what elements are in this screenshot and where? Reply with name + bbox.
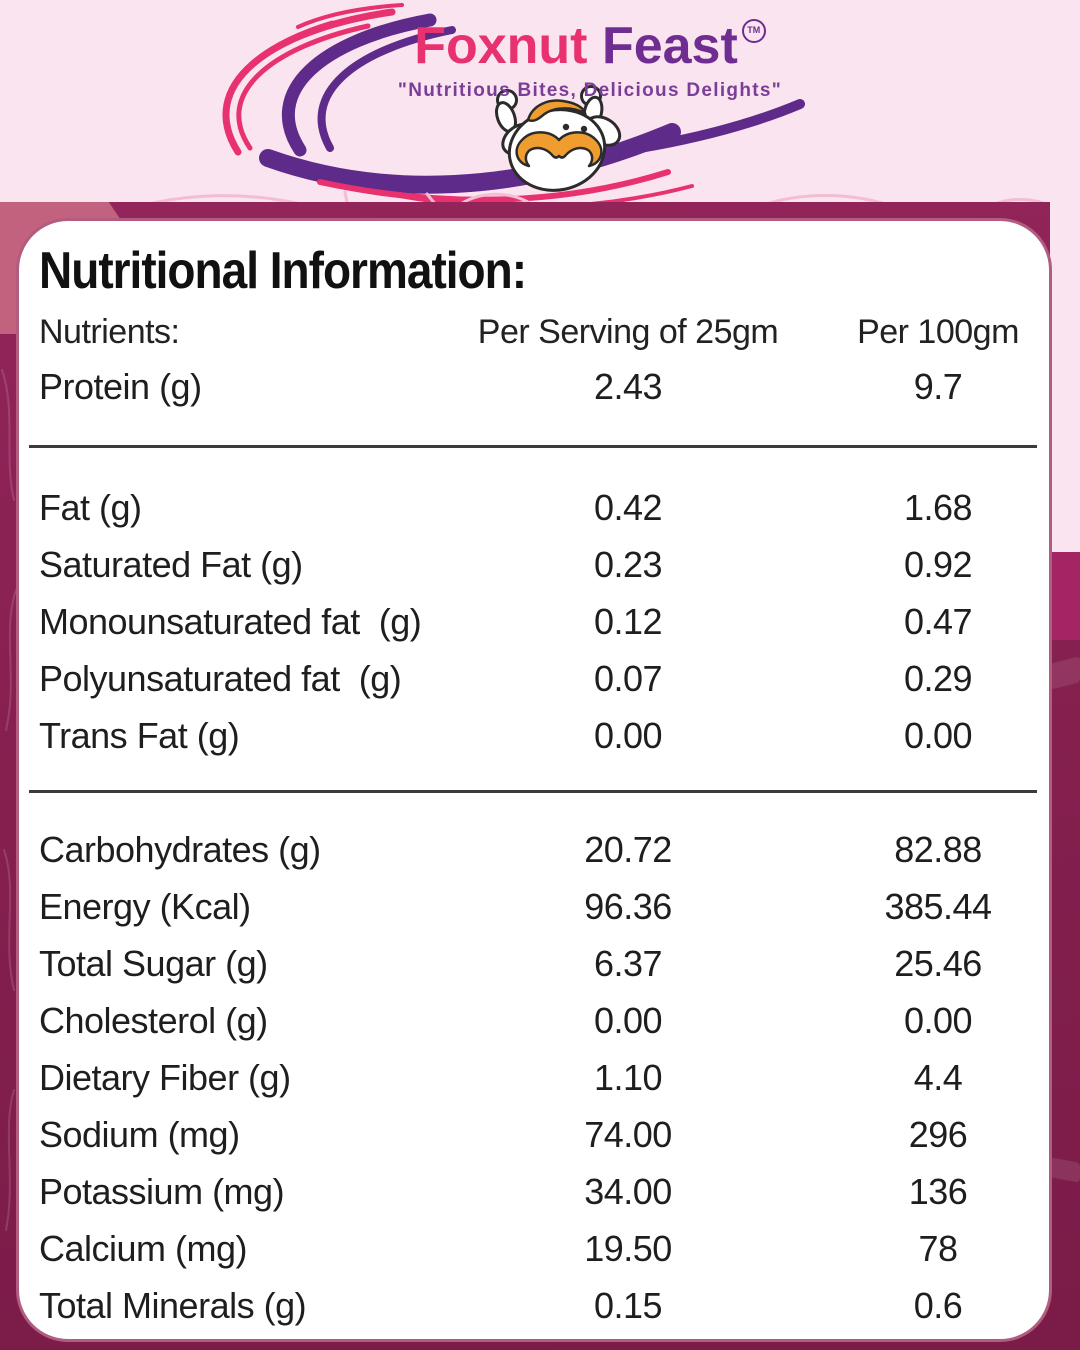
nutrient-group-fats: Fat (g) 0.42 1.68 Saturated Fat (g) 0.23 0.92… <box>39 479 1033 764</box>
per-100g-column-header: Per 100gm <box>857 312 1019 351</box>
nutrient-label: Cholesterol (g) <box>39 999 268 1041</box>
value-per-100g: 385.44 <box>884 885 992 927</box>
nutrient-label: Dietary Fiber (g) <box>39 1056 291 1098</box>
value-per-100g: 0.00 <box>903 714 973 756</box>
nutrient-label: Monounsaturated fat (g) <box>39 600 422 642</box>
nutrient-row: Trans Fat (g) 0.00 0.00 <box>39 707 1033 764</box>
nutrient-row: Total Minerals (g) 0.15 0.6 <box>39 1277 1033 1334</box>
nutrient-label: Potassium (mg) <box>39 1170 285 1212</box>
value-per-serving: 20.72 <box>584 828 672 870</box>
nutrient-row: Cholesterol (g) 0.00 0.00 <box>39 992 1033 1049</box>
section-divider <box>29 445 1037 448</box>
mascot-left-eye <box>562 123 570 131</box>
value-per-serving: 34.00 <box>584 1170 672 1212</box>
nutrient-row: Sodium (mg) 74.00 296 <box>39 1106 1033 1163</box>
nutrient-row: Dietary Fiber (g) 1.10 4.4 <box>39 1049 1033 1106</box>
value-per-100g: 78 <box>918 1227 958 1269</box>
value-per-serving: 96.36 <box>584 885 672 927</box>
value-per-serving: 0.15 <box>593 1284 663 1326</box>
background-magenta-strip <box>1050 552 1080 640</box>
brand-name-feast: Feast <box>601 17 738 75</box>
value-per-100g: 9.7 <box>913 365 963 407</box>
value-per-serving: 0.23 <box>593 543 663 585</box>
brand-wordmark: Foxnut Feast TM <box>90 16 1080 76</box>
per-serving-column-header: Per Serving of 25gm <box>477 312 779 351</box>
value-per-serving: 0.00 <box>593 714 663 756</box>
value-per-100g: 296 <box>908 1113 968 1155</box>
brand-name-foxnut: Foxnut <box>414 17 588 75</box>
value-per-serving: 0.00 <box>593 999 663 1041</box>
nutrient-label: Carbohydrates (g) <box>39 828 321 870</box>
nutrient-label: Fat (g) <box>39 486 142 528</box>
value-per-serving: 0.12 <box>593 600 663 642</box>
value-per-serving: 0.42 <box>593 486 663 528</box>
brand-tagline: "Nutritious Bites, Delicious Delights" <box>397 80 783 101</box>
nutrient-row: Polyunsaturated fat (g) 0.07 0.29 <box>39 650 1033 707</box>
value-per-100g: 1.68 <box>903 486 973 528</box>
value-per-100g: 0.29 <box>903 657 973 699</box>
nutrient-label: Energy (Kcal) <box>39 885 251 927</box>
value-per-serving: 6.37 <box>593 942 663 984</box>
value-per-serving: 1.10 <box>593 1056 663 1098</box>
value-per-100g: 4.4 <box>913 1056 963 1098</box>
trademark-badge: TM <box>741 19 766 43</box>
mascot-illustration <box>495 85 622 192</box>
brand-logo: Foxnut Feast TM "Nutritious Bites, Delici… <box>0 0 1080 212</box>
nutrient-row: Fat (g) 0.42 1.68 <box>39 479 1033 536</box>
value-per-serving: 74.00 <box>584 1113 672 1155</box>
nutrient-row: Total Sugar (g) 6.37 25.46 <box>39 935 1033 992</box>
background-pink-strip <box>1050 202 1080 552</box>
value-per-100g: 25.46 <box>894 942 982 984</box>
background-pattern-left <box>1 369 17 1231</box>
value-per-serving: 0.07 <box>593 657 663 699</box>
value-per-100g: 0.00 <box>903 999 973 1041</box>
nutrient-row: Calcium (mg) 19.50 78 <box>39 1220 1033 1277</box>
nutrient-row: Protein (g) 2.43 9.7 <box>39 358 1033 415</box>
value-per-serving: 2.43 <box>593 365 663 407</box>
table-header-row: Nutrients: Per Serving of 25gm Per 100gm <box>39 306 1033 358</box>
nutrient-row: Carbohydrates (g) 20.72 82.88 <box>39 821 1033 878</box>
nutrients-column-header: Nutrients: <box>39 312 180 351</box>
nutrient-row: Monounsaturated fat (g) 0.12 0.47 <box>39 593 1033 650</box>
value-per-100g: 0.92 <box>903 543 973 585</box>
nutrient-group-protein: Protein (g) 2.43 9.7 <box>39 358 1033 415</box>
nutrient-label: Total Minerals (g) <box>39 1284 307 1326</box>
nutrient-row: Saturated Fat (g) 0.23 0.92 <box>39 536 1033 593</box>
nutrient-label: Calcium (mg) <box>39 1227 248 1269</box>
value-per-100g: 0.47 <box>903 600 973 642</box>
nutrient-row: Potassium (mg) 34.00 136 <box>39 1163 1033 1220</box>
section-divider <box>29 790 1037 793</box>
nutrient-label: Sodium (mg) <box>39 1113 240 1155</box>
nutrient-label: Total Sugar (g) <box>39 942 268 984</box>
value-per-serving: 19.50 <box>584 1227 672 1269</box>
nutrient-label: Saturated Fat (g) <box>39 543 303 585</box>
value-per-100g: 0.6 <box>913 1284 963 1326</box>
nutrient-label: Trans Fat (g) <box>39 714 240 756</box>
nutrient-row: Energy (Kcal) 96.36 385.44 <box>39 878 1033 935</box>
nutrition-title: Nutritional Information: <box>39 240 527 300</box>
mascot-right-eye <box>580 125 588 133</box>
nutrient-label: Polyunsaturated fat (g) <box>39 657 402 699</box>
value-per-100g: 82.88 <box>894 828 982 870</box>
logo-swoosh-and-mascot <box>222 3 805 210</box>
nutrient-label: Protein (g) <box>39 365 202 407</box>
mascot-hair <box>526 99 587 123</box>
value-per-100g: 136 <box>908 1170 968 1212</box>
swoosh-graphic <box>222 3 805 210</box>
nutrient-group-other: Carbohydrates (g) 20.72 82.88 Energy (Kcal)… <box>39 821 1033 1334</box>
nutrition-card: Nutritional Information: Nutrients: Per … <box>16 218 1052 1342</box>
mascot-mustache <box>515 131 603 168</box>
